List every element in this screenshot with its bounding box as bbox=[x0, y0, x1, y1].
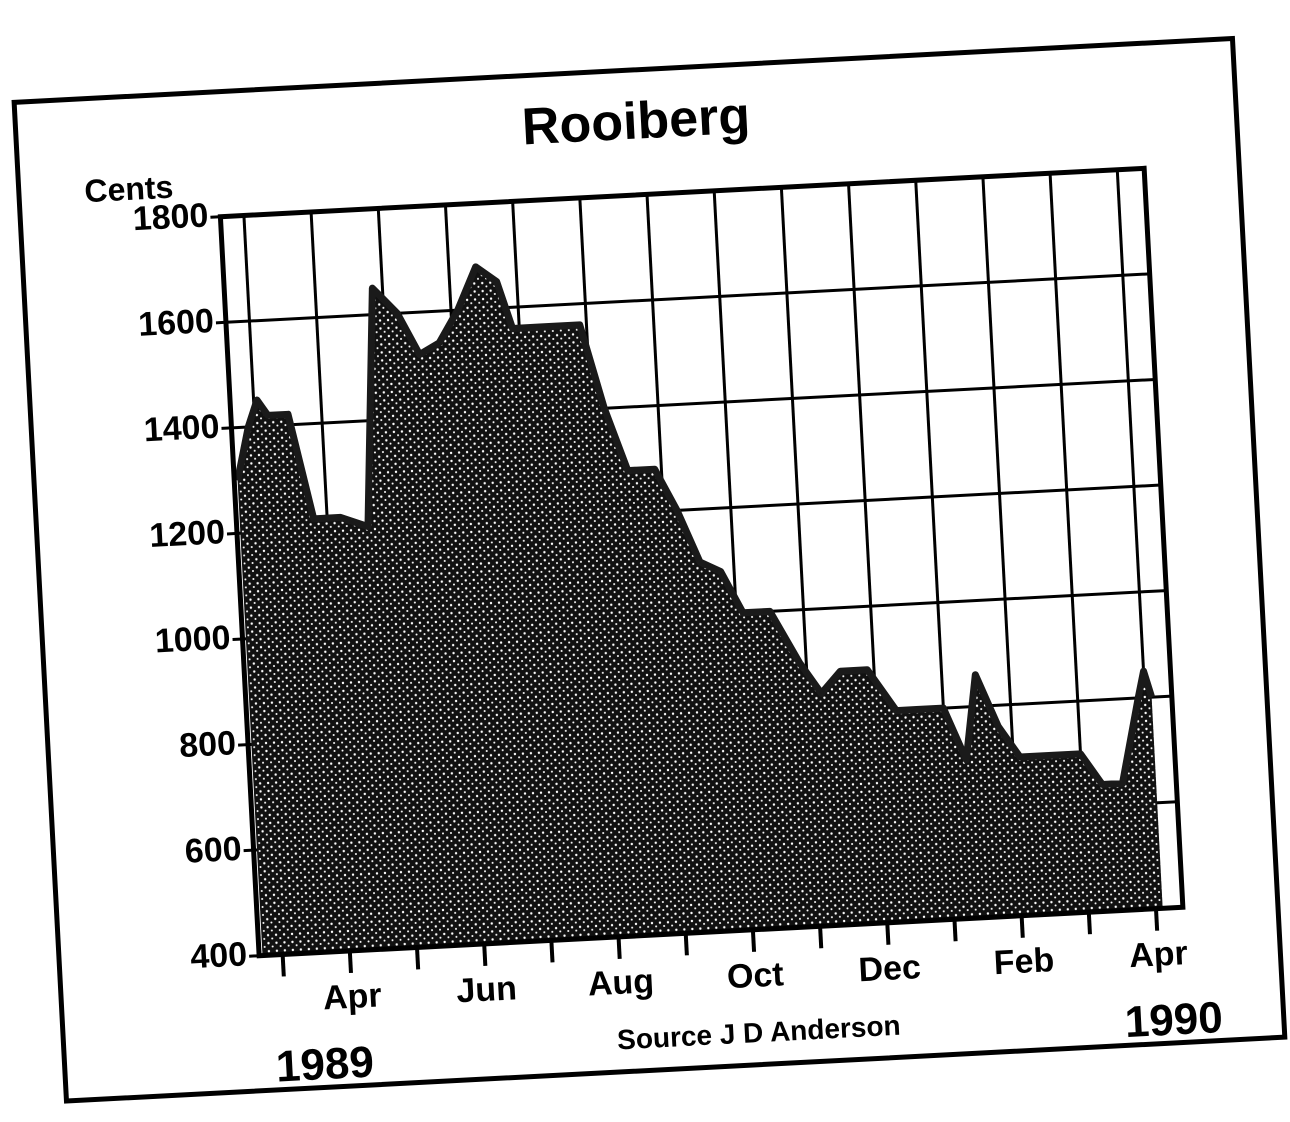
x-tick bbox=[885, 922, 891, 945]
x-tick-label: Aug bbox=[587, 962, 655, 1003]
x-tick-label: Apr bbox=[1128, 934, 1188, 975]
source: Source J D Anderson bbox=[616, 1010, 901, 1056]
x-tick bbox=[1153, 908, 1160, 931]
year-label: 1989 bbox=[275, 1038, 375, 1092]
chart-body: Rooiberg Cents Source J D Anderson 1989 … bbox=[11, 35, 1288, 1104]
chart-title: Rooiberg bbox=[521, 87, 752, 157]
x-tick bbox=[818, 926, 824, 949]
x-tick bbox=[280, 954, 286, 977]
x-tick bbox=[549, 940, 555, 963]
x-tick bbox=[1086, 912, 1092, 935]
y-tick-label: 1200 bbox=[148, 513, 226, 555]
x-tick bbox=[683, 933, 689, 956]
y-tick-label: 1400 bbox=[143, 408, 221, 450]
y-tick-label: 1800 bbox=[132, 196, 210, 238]
x-tick-label: Apr bbox=[322, 976, 382, 1017]
x-tick bbox=[482, 943, 488, 966]
x-tick-label: Oct bbox=[726, 955, 785, 996]
y-tick-label: 600 bbox=[184, 830, 243, 871]
y-tick-label: 400 bbox=[189, 935, 248, 976]
x-tick bbox=[415, 947, 421, 970]
x-tick bbox=[347, 950, 353, 974]
year-label: 1990 bbox=[1124, 993, 1224, 1047]
y-axis-label: Cents bbox=[83, 169, 174, 210]
y-tick-label: 1000 bbox=[154, 619, 232, 661]
frame bbox=[11, 35, 1288, 1104]
x-tick bbox=[1019, 915, 1025, 938]
x-tick bbox=[750, 929, 757, 952]
x-tick bbox=[952, 919, 958, 942]
area bbox=[237, 266, 1163, 956]
x-tick-label: Feb bbox=[993, 941, 1055, 982]
grid-line bbox=[225, 272, 1150, 324]
line bbox=[234, 263, 1155, 788]
x-tick bbox=[616, 936, 622, 959]
y-tick-label: 1600 bbox=[137, 302, 215, 344]
plot-border bbox=[217, 165, 1186, 959]
y-tick-label: 800 bbox=[178, 724, 237, 765]
x-tick-label: Jun bbox=[455, 969, 517, 1010]
x-tick-label: Dec bbox=[858, 948, 922, 989]
